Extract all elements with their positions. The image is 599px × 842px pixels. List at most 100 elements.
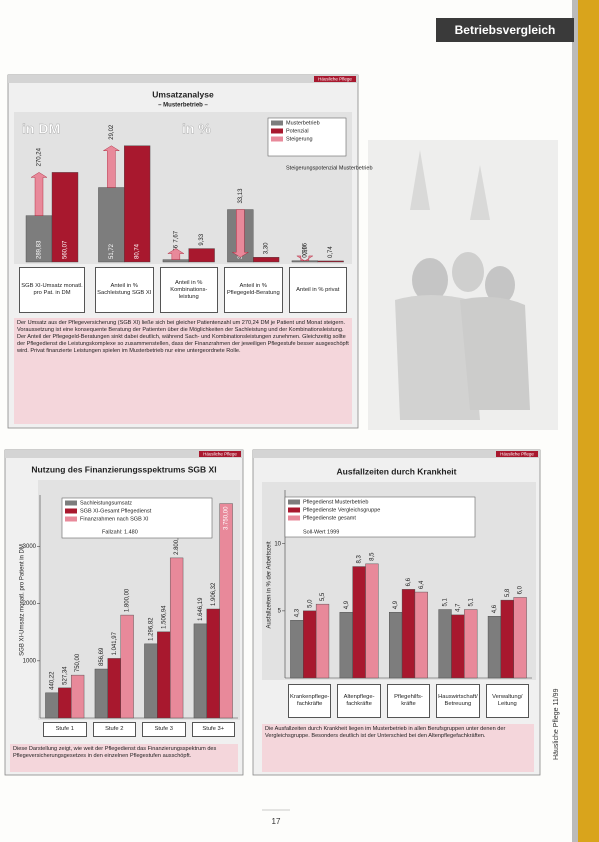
category-label: Hauswirtschaft/ Betreuung — [436, 684, 480, 718]
bar — [219, 503, 233, 719]
panel-label: in DM — [22, 121, 60, 137]
legend-label: Finanzrahmen nach SGB XI — [80, 516, 149, 522]
y-tick-label: 10 — [274, 541, 281, 547]
value-label: 1.506,94 — [161, 605, 167, 629]
legend-label: Potenzial — [286, 128, 309, 134]
y-axis-label: Ausfallzeiten in % der Arbeitszeit — [267, 541, 273, 628]
value-label: 1.296,82 — [148, 617, 154, 641]
value-label: 4,6 — [492, 604, 498, 613]
increase-arrow — [167, 248, 185, 260]
value-label: 6,0 — [518, 585, 524, 594]
page-number: 17 — [272, 817, 281, 826]
value-label: 80,74 — [135, 243, 141, 259]
legend-swatch — [271, 128, 283, 134]
bar — [365, 563, 379, 679]
bar — [162, 259, 189, 263]
value-label: 9,33 — [199, 233, 205, 245]
bar — [58, 687, 72, 719]
legend-label: Steigerung — [286, 136, 313, 142]
value-label: 5,5 — [320, 592, 326, 601]
increase-arrow — [102, 145, 121, 188]
value-label: 856,69 — [99, 647, 105, 666]
y-tick-label: 3000 — [23, 544, 37, 550]
legend-swatch — [65, 500, 77, 506]
bar — [193, 623, 208, 719]
legend-label: Pflegedienst Musterbetrieb — [303, 499, 368, 505]
category-label: Krankenpflege-fachkräfte — [288, 684, 332, 718]
tag-bar — [8, 75, 358, 83]
tag-box — [496, 451, 538, 457]
value-label: 5,1 — [443, 598, 449, 607]
value-label: 750,00 — [75, 653, 81, 672]
bar — [317, 260, 344, 263]
bar — [487, 616, 502, 679]
category-label: Pflegehilfs-kräfte — [386, 684, 431, 718]
legend-note: Steigerungspotenzial Musterbetrieb — [286, 165, 373, 171]
chart-tag: Häusliche Pflege — [500, 451, 534, 456]
bar — [124, 145, 151, 263]
bar — [253, 257, 280, 263]
legend-swatch — [288, 515, 300, 521]
side-text: Häusliche Pflege 11/99 — [553, 688, 560, 760]
bar — [389, 612, 403, 679]
legend-note: Soll-Wert 1999 — [303, 529, 339, 535]
photo — [368, 140, 558, 430]
category-label: Anteil in % privat — [288, 267, 347, 313]
increase-label: 29,02 — [109, 124, 115, 140]
increase-arrow — [231, 209, 250, 258]
value-label: 3.750,00 — [224, 506, 230, 530]
legend-swatch — [65, 508, 77, 514]
bar — [51, 172, 79, 263]
bar — [414, 591, 428, 679]
value-label: 560,07 — [63, 240, 69, 259]
value-label: 289,83 — [37, 240, 43, 259]
bar — [120, 614, 134, 719]
value-label: 1.041,97 — [112, 631, 118, 655]
increase-label: 7,67 — [173, 230, 179, 242]
bar — [303, 610, 317, 679]
header-title: Betriebsvergleich — [455, 23, 556, 37]
value-label: 4,3 — [294, 608, 300, 617]
bar — [188, 248, 215, 263]
bar — [464, 609, 478, 679]
bar — [25, 215, 53, 263]
bar — [451, 614, 465, 679]
value-label: 2.800,00 — [174, 531, 180, 555]
bar — [144, 643, 158, 719]
bar — [45, 692, 59, 719]
category-label: Stufe 3 — [142, 722, 186, 737]
bar — [401, 589, 416, 679]
category-label: Stufe 1 — [43, 722, 87, 737]
bar — [98, 187, 125, 263]
binder-edge — [578, 0, 599, 842]
panel-label: in % — [182, 121, 211, 137]
value-label: 8,5 — [370, 552, 376, 561]
value-label: 8,3 — [357, 555, 363, 564]
chart-note: Diese Darstellung zeigt, wie weit der Pf… — [10, 744, 238, 772]
header-bar — [436, 18, 574, 42]
category-label: Altenpflege-fachkräfte — [337, 684, 381, 718]
y-axis-label: SGB XI-Umsatz monatl. pro Patient in DM — [20, 544, 26, 656]
tag-box — [314, 76, 356, 82]
bar — [438, 609, 452, 679]
bar — [339, 612, 353, 679]
bar — [94, 668, 109, 719]
value-label: 1.906,32 — [211, 582, 217, 606]
category-label: Stufe 3+ — [191, 722, 235, 737]
value-label: 1.800,00 — [125, 588, 131, 612]
chart-subtitle: Fallzahl: 1.480 — [102, 529, 138, 535]
bar — [107, 658, 121, 719]
y-tick-label: 1000 — [23, 658, 37, 664]
chart-tag: Häusliche Pflege — [318, 76, 352, 81]
category-label: Verwaltung/ Leitung — [485, 684, 529, 718]
tag-box — [199, 451, 241, 457]
value-label: 5,8 — [505, 588, 511, 597]
bar — [500, 599, 514, 679]
y-tick-label: 5 — [278, 608, 282, 614]
value-label: 4,7 — [455, 603, 461, 612]
value-label: 5,0 — [307, 599, 313, 608]
value-label: 1.646,19 — [198, 597, 204, 621]
chart-title: Nutzung des Finanzierungsspektrums SGB X… — [31, 464, 216, 474]
tag-bar — [5, 450, 243, 458]
